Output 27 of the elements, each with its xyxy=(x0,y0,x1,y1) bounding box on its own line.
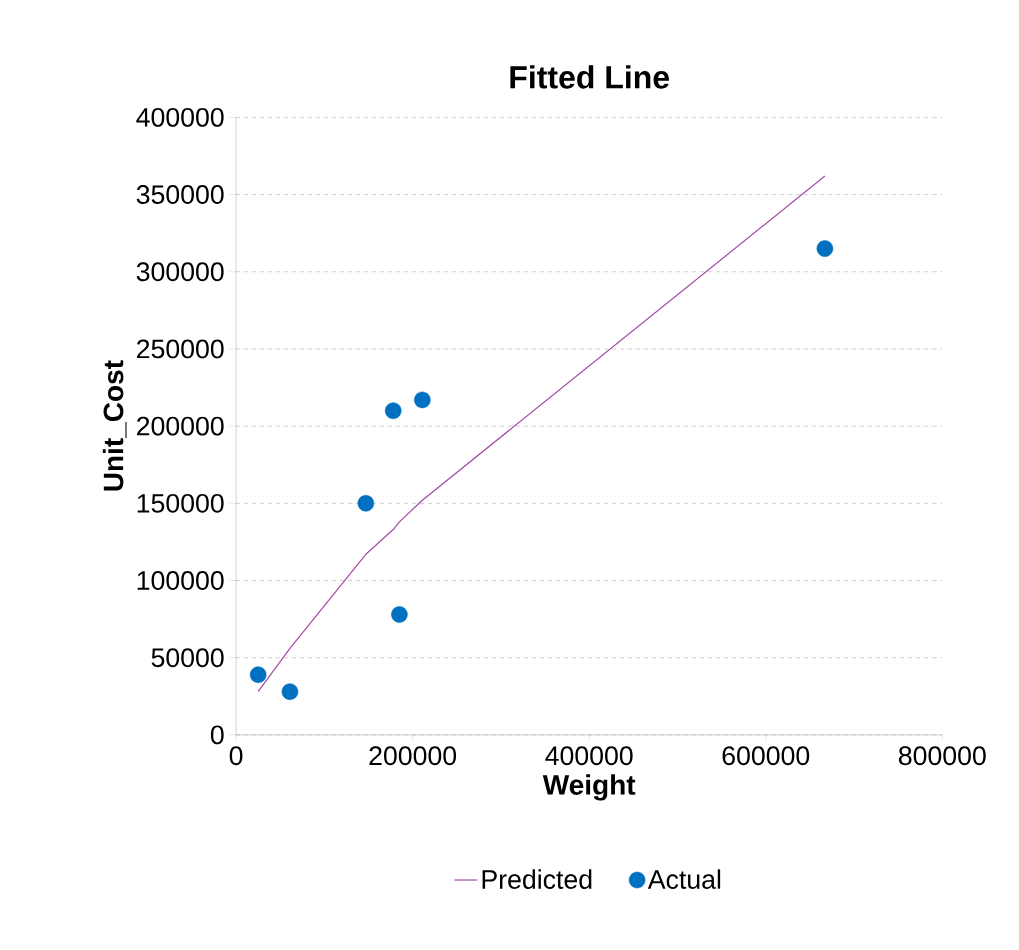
point xyxy=(281,683,299,701)
y-tick-label: 200000 xyxy=(137,416,224,436)
y-tick-label: 150000 xyxy=(137,494,224,513)
legend-label: Actual xyxy=(647,869,721,890)
x-axis-title: Weight xyxy=(542,774,636,801)
point xyxy=(391,606,408,623)
y-tick-label: 250000 xyxy=(137,339,224,359)
y-tick-label: 100000 xyxy=(137,571,224,591)
point xyxy=(249,666,267,684)
point xyxy=(384,402,402,420)
y-tick-label: 350000 xyxy=(136,185,224,205)
line-series xyxy=(257,175,826,693)
y-tick-label: 0 xyxy=(210,725,224,745)
y-tick-label: 50000 xyxy=(151,648,224,668)
point xyxy=(414,391,431,409)
point xyxy=(357,495,375,512)
x-tick-label: 800000 xyxy=(898,746,986,766)
x-tick-label: 200000 xyxy=(369,746,457,766)
chart-title: Fitted Line xyxy=(510,65,670,89)
y-tick-label: 300000 xyxy=(136,262,224,282)
y-tick-label: 400000 xyxy=(136,108,224,127)
point xyxy=(816,240,834,258)
y-axis-title: Unit_Cost xyxy=(102,360,127,491)
x-tick-label: 0 xyxy=(229,746,243,766)
x-tick-label: 600000 xyxy=(722,746,810,766)
legend-label: Predicted xyxy=(482,869,592,890)
x-tick-label: 400000 xyxy=(545,746,633,766)
